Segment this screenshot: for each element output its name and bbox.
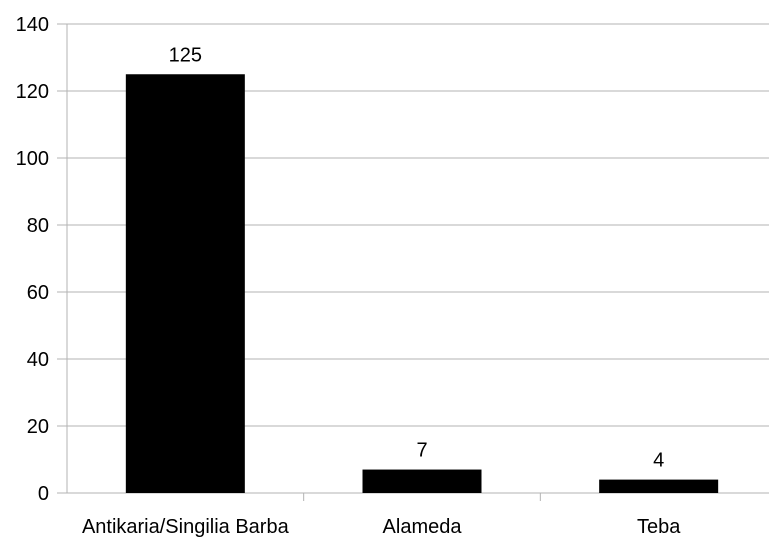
y-tick-label: 60 <box>27 282 49 304</box>
y-tick-label: 120 <box>16 81 49 103</box>
x-category-label: Teba <box>637 516 681 538</box>
bar <box>125 74 245 493</box>
x-category-label: Alameda <box>383 516 463 538</box>
y-tick-label: 80 <box>27 215 49 237</box>
y-tick-label: 20 <box>27 416 49 438</box>
data-label: 7 <box>416 440 427 462</box>
data-label: 4 <box>653 450 664 472</box>
bar <box>362 469 482 493</box>
y-tick-label: 0 <box>38 483 49 505</box>
y-tick-label: 140 <box>16 14 49 36</box>
y-tick-label: 100 <box>16 148 49 170</box>
y-axis-tick-labels: 0 20 40 60 80 100 120 140 <box>16 14 49 505</box>
bars <box>125 74 719 493</box>
data-labels: 125 7 4 <box>169 44 665 471</box>
y-tick-label: 40 <box>27 349 49 371</box>
data-label: 125 <box>169 44 202 66</box>
bar <box>599 479 719 493</box>
x-category-label: Antikaria/Singilia Barba <box>82 516 290 538</box>
x-axis-category-labels: Antikaria/Singilia Barba Alameda Teba <box>82 516 681 538</box>
